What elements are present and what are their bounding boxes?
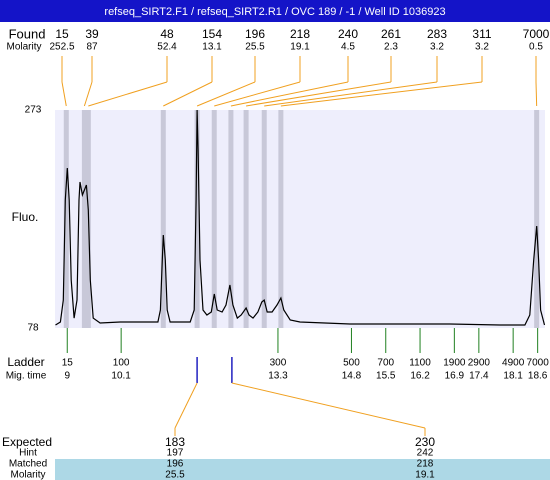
- ladder-size: 1100: [409, 358, 431, 369]
- matched-value: 218: [417, 459, 434, 470]
- ladder-size: 2900: [468, 358, 491, 369]
- mig-time-label: Mig. time: [6, 371, 47, 382]
- plot-area: [55, 110, 545, 328]
- matched-value: 196: [167, 459, 184, 470]
- expected-value: 183: [165, 435, 185, 449]
- ladder-time: 15.5: [376, 371, 396, 382]
- molarity-value: 25.5: [165, 470, 185, 480]
- peak-band: [81, 110, 87, 328]
- ladder-size: 700: [377, 358, 394, 369]
- peak-band: [278, 110, 284, 328]
- ladder-time: 18.1: [503, 371, 523, 382]
- expected-connector: [231, 382, 426, 429]
- y-label: Fluo.: [12, 210, 39, 224]
- found-molarity: 0.5: [529, 42, 543, 53]
- peak-band: [261, 110, 267, 328]
- found-connector: [535, 81, 538, 107]
- found-connector: [196, 81, 256, 107]
- found-size: 311: [472, 27, 491, 41]
- y-tick-label: 78: [27, 323, 39, 334]
- matched-highlight: [55, 459, 550, 480]
- peak-band: [243, 110, 249, 328]
- ladder-size: 500: [343, 358, 360, 369]
- found-connector: [280, 81, 483, 107]
- found-size: 7000: [523, 27, 550, 41]
- hint-value: 197: [167, 448, 184, 459]
- title-bar: [0, 0, 550, 22]
- hint-value: 242: [417, 448, 434, 459]
- row-label: Hint: [19, 448, 37, 459]
- ladder-label: Ladder: [7, 355, 44, 369]
- found-molarity: 13.1: [202, 42, 222, 53]
- ladder-time: 16.9: [445, 371, 465, 382]
- found-size: 240: [338, 27, 358, 41]
- ladder-size: 1900: [443, 358, 466, 369]
- found-connector: [61, 81, 67, 107]
- peak-band: [63, 110, 69, 328]
- trace: [55, 109, 546, 326]
- found-molarity: 252.5: [49, 42, 74, 53]
- found-size: 261: [381, 27, 401, 41]
- found-molarity: 4.5: [341, 42, 355, 53]
- peak-band: [534, 110, 540, 328]
- row-label: Expected: [2, 435, 52, 449]
- ladder-time: 16.2: [410, 371, 430, 382]
- found-size: 283: [427, 27, 447, 41]
- ladder-size: 4900: [502, 358, 525, 369]
- peak-band: [211, 110, 217, 328]
- y-tick-label: 273: [25, 105, 42, 116]
- ladder-time: 14.8: [342, 371, 362, 382]
- found-connector: [83, 81, 93, 107]
- ladder-size: 7000: [527, 358, 550, 369]
- found-connector: [88, 81, 168, 107]
- ladder-time: 13.3: [268, 371, 288, 382]
- molarity-label: Molarity: [6, 42, 41, 53]
- found-molarity: 2.3: [384, 42, 398, 53]
- found-size: 196: [245, 27, 265, 41]
- found-molarity: 52.4: [157, 42, 177, 53]
- found-molarity: 87: [86, 42, 98, 53]
- ladder-size: 15: [62, 358, 74, 369]
- found-molarity: 19.1: [290, 42, 310, 53]
- molarity-value: 19.1: [415, 470, 435, 480]
- found-molarity: 25.5: [245, 42, 265, 53]
- row-label: Molarity: [10, 470, 45, 480]
- found-label: Found: [9, 26, 46, 41]
- ladder-time: 9: [64, 371, 70, 382]
- ladder-time: 10.1: [111, 371, 131, 382]
- expected-connector: [174, 382, 198, 429]
- found-connector: [264, 81, 438, 107]
- found-molarity: 3.2: [430, 42, 444, 53]
- found-connector: [214, 81, 301, 107]
- found-size: 39: [85, 27, 99, 41]
- found-connector: [246, 81, 392, 107]
- found-size: 15: [55, 27, 69, 41]
- found-connector: [230, 81, 349, 107]
- ladder-size: 100: [113, 358, 130, 369]
- ladder-time: 17.4: [469, 371, 489, 382]
- found-connector: [163, 81, 213, 107]
- ladder-size: 300: [270, 358, 287, 369]
- ladder-time: 18.6: [528, 371, 548, 382]
- peak-band: [160, 110, 166, 328]
- found-size: 48: [160, 27, 174, 41]
- peak-band: [194, 110, 200, 328]
- chart-title: refseq_SIRT2.F1 / refseq_SIRT2.R1 / OVC …: [104, 6, 445, 18]
- row-label: Matched: [9, 459, 47, 470]
- found-size: 218: [290, 27, 310, 41]
- peak-band: [228, 110, 234, 328]
- found-size: 154: [202, 27, 222, 41]
- expected-value: 230: [415, 435, 435, 449]
- found-molarity: 3.2: [475, 42, 489, 53]
